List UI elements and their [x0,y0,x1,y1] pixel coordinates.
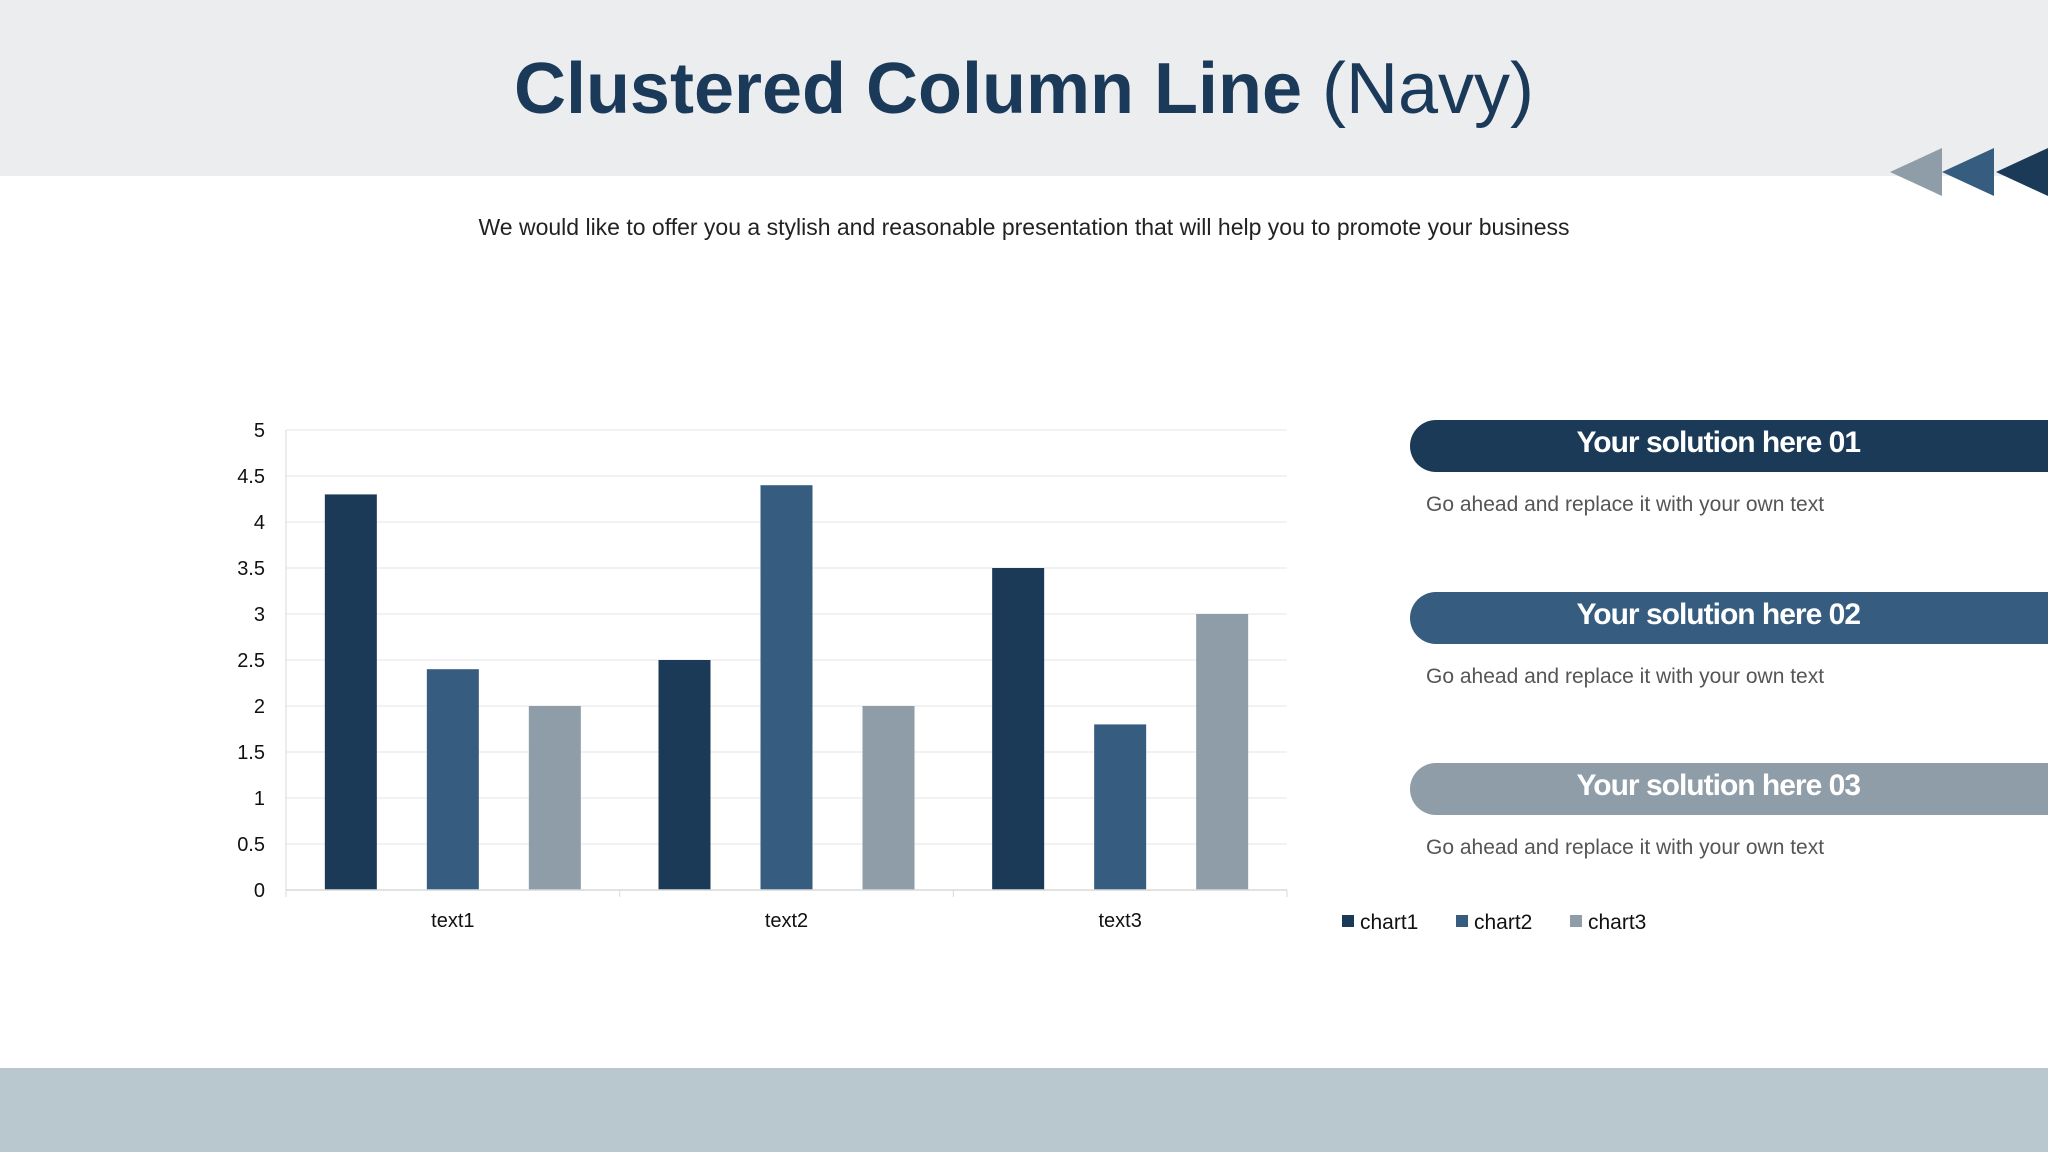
bar-chart2-text2 [760,485,813,890]
triangle-arrow-gray [1890,148,1942,196]
triangle-arrow-blue [1942,148,1994,196]
x-tick-label: text2 [765,910,808,932]
solution-03-title: Your solution here 03 [1576,769,1862,802]
legend-item-chart1: chart1 [1342,908,1418,938]
y-tick-label: 4.5 [237,466,265,488]
x-tick-label: text3 [1098,910,1141,932]
solution-03-banner [1410,763,2048,815]
legend-label-chart2: chart2 [1474,911,1533,934]
triangle-arrow-navy [1996,148,2048,196]
solution-02-banner [1410,592,2048,644]
y-tick-label: 0.5 [237,834,265,856]
y-tick-label: 5 [254,420,265,442]
bar-chart3-text2 [862,706,915,890]
clustered-column-chart: 0 0.5 1 1.5 2 2.5 3 3.5 4 4.5 5 text1 text2 text3 [237,420,1288,932]
bar-chart1-text2 [658,660,711,890]
y-tick-label: 0 [254,880,265,902]
legend-item-chart3: chart3 [1570,908,1646,938]
y-tick-label: 2.5 [237,650,265,672]
solution-01-title: Your solution here 01 [1576,426,1862,459]
footer-band [0,1068,2048,1152]
legend-swatch-chart1 [1342,915,1354,928]
bar-chart1-text1 [324,494,377,890]
y-tick-label: 2 [254,696,265,718]
title-banner [0,0,2048,176]
bar-chart1-text3 [992,568,1045,890]
y-tick-label: 1.5 [237,742,265,764]
page-title: Clustered Column Line (Navy) [0,44,2048,134]
chart-bars [324,485,1249,890]
bar-chart3-text1 [528,706,581,890]
page-subtitle: We would like to offer you a stylish and… [478,214,1570,240]
solution-02-description: Go ahead and replace it with your own te… [1426,665,1825,688]
x-tick-label: text1 [431,910,474,932]
bar-chart2-text3 [1094,724,1147,890]
solution-03-description: Go ahead and replace it with your own te… [1426,836,1825,859]
legend-item-chart2: chart2 [1456,908,1532,938]
bar-chart2-text1 [426,669,479,890]
legend-swatch-chart2 [1456,915,1468,928]
page-title-suffix: (Navy) [1322,49,1535,129]
solution-01-banner [1410,420,2048,472]
y-tick-label: 1 [254,788,265,810]
y-tick-label: 3 [254,604,265,626]
solution-01-description: Go ahead and replace it with your own te… [1426,493,1825,516]
solution-02-title: Your solution here 02 [1576,598,1862,631]
legend-swatch-chart3 [1570,915,1582,928]
y-tick-label: 4 [254,512,265,534]
chart-axes: 0 0.5 1 1.5 2 2.5 3 3.5 4 4.5 5 text1 text2 text3 [237,420,1288,932]
bar-chart3-text3 [1196,614,1249,890]
legend-label-chart1: chart1 [1360,911,1419,934]
page-title-main: Clustered Column Line [513,49,1303,129]
y-tick-label: 3.5 [237,558,265,580]
legend-label-chart3: chart3 [1588,911,1647,934]
triangle-arrows-decoration [1890,148,2048,196]
